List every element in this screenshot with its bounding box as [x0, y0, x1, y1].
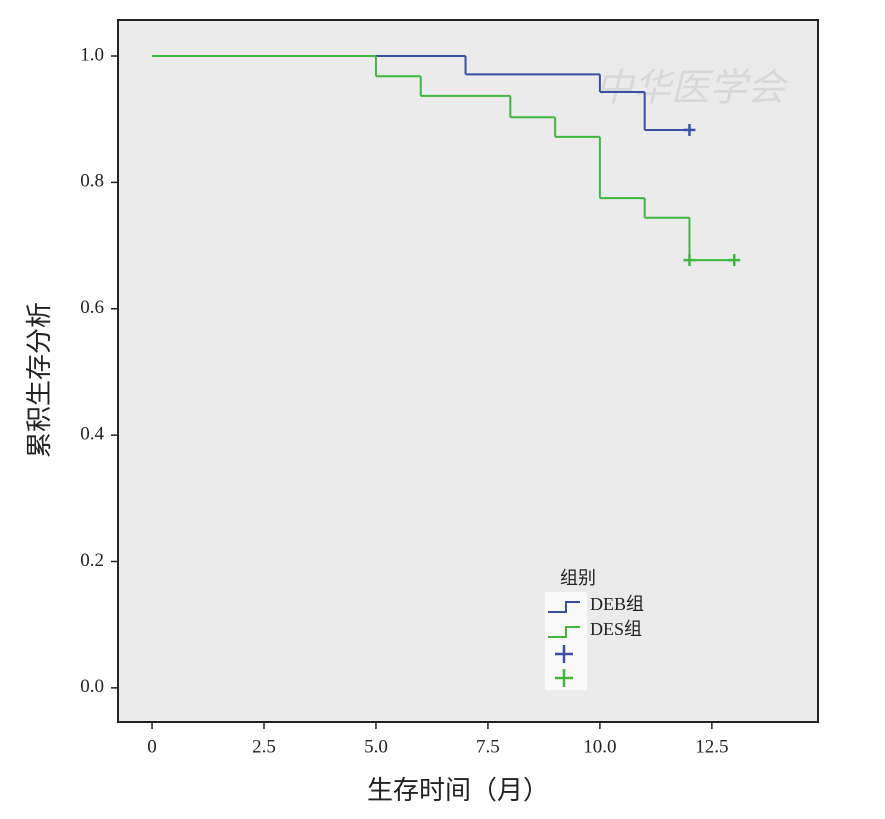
x-tick-label: 10.0 — [583, 736, 616, 757]
legend-line-symbol — [548, 601, 580, 613]
censor-mark — [683, 254, 696, 267]
x-tick-label: 2.5 — [252, 736, 276, 757]
x-tick-label: 5.0 — [364, 736, 388, 757]
x-axis-label: 生存时间（月） — [367, 776, 549, 805]
x-tick-label: 0 — [147, 736, 157, 757]
legend-line-symbol — [548, 626, 580, 638]
y-tick-label: 0.2 — [80, 550, 104, 571]
x-tick-label: 7.5 — [476, 736, 500, 757]
censor-mark — [683, 123, 696, 136]
censor-mark — [728, 254, 741, 267]
x-tick-label: 12.5 — [695, 736, 728, 757]
y-tick-label: 0.4 — [80, 423, 104, 444]
y-tick-label: 0.8 — [80, 171, 104, 192]
legend-title: 组别 — [560, 568, 596, 588]
watermark: 中华医学会 — [595, 68, 789, 110]
legend-label: DES组 — [590, 619, 642, 639]
y-tick-label: 0.6 — [80, 297, 104, 318]
legend-censor-symbol — [555, 645, 573, 663]
y-tick-label: 0.0 — [80, 676, 104, 697]
legend-label: DEB组 — [590, 594, 644, 614]
y-tick-label: 1.0 — [80, 44, 104, 65]
legend-censor-symbol — [555, 669, 573, 687]
y-axis-label: 累积生存分析 — [25, 302, 54, 458]
plot-area — [117, 19, 819, 723]
